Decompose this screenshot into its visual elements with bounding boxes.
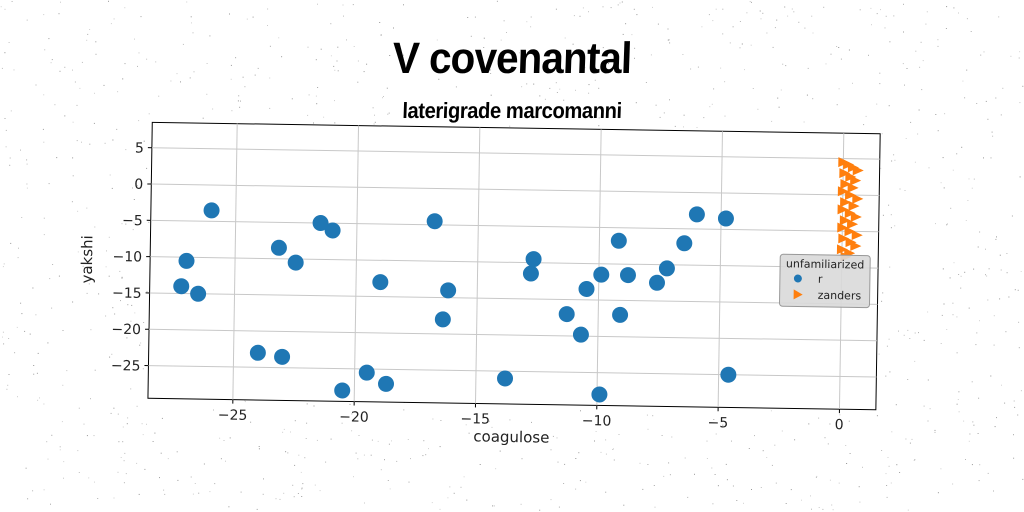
scatter-point-zanders [838,233,850,244]
scatter-point-r [378,375,395,392]
y-gridline [148,365,877,378]
y-tick-label: −15 [112,285,142,301]
scatter-point-zanders [850,240,862,251]
y-gridline [150,219,879,233]
scatter-point-r [312,215,329,232]
scatter-point-r [190,285,207,302]
y-gridline [151,147,880,160]
x-tick-label: −5 [707,415,728,431]
x-tick-label: −25 [218,407,248,423]
scatter-point-r [426,213,443,230]
scatter-point-r [648,274,665,291]
scatter-point-r [658,260,675,277]
legend-title: unfamiliarized [786,257,864,271]
scatter-point-zanders [840,178,852,189]
scatter-point-r [270,239,287,256]
y-axis-label: yakshi [78,235,97,284]
y-tick-label: −5 [122,213,143,229]
scatter-point-r [578,280,595,297]
grid [148,123,880,410]
y-gridline [150,256,879,269]
scatter-point-r [522,265,539,282]
y-tick-label: −10 [112,249,142,265]
y-gridline [149,292,878,305]
scatter-point-r [178,252,195,269]
scatter-point-zanders [847,182,859,193]
x-gridline [717,131,723,408]
y-tick-label: −25 [111,358,141,374]
scatter-point-zanders [840,197,852,208]
x-gridline [474,127,481,404]
legend-marker-zanders [793,289,803,300]
legend-label-r: r [818,273,823,286]
scatter-point-zanders [848,200,860,211]
scatter-point-r [287,254,304,271]
scatter-point-zanders [851,230,863,241]
scatter-point-r [676,235,693,252]
scatter-point-r [593,266,610,283]
y-tick-label: 0 [134,177,143,193]
scatter-point-r [203,202,220,219]
scatter-point-r [612,306,629,323]
scatter-point-r [324,222,341,239]
x-tick-label: −20 [339,409,369,425]
legend-items: r zanders [793,273,862,303]
x-tick-label: −10 [582,413,612,429]
scatter-point-r [558,306,575,323]
scatter-point-r [440,282,457,299]
scatter-point-r [619,267,636,284]
y-tick-label: −20 [111,322,141,338]
scatter-point-r [720,366,737,383]
scatter-point-zanders [836,244,848,255]
legend-label-zanders: zanders [818,289,862,303]
scatter-point-r [717,210,734,227]
scatter-point-zanders [845,189,857,200]
x-axis-label: coagulose [473,427,549,446]
scatter-point-r [591,386,608,403]
scatter-point-r [525,251,542,268]
scatter-point-zanders [837,204,849,215]
scatter-point-zanders [844,226,856,237]
scatter-point-r [497,370,514,387]
scatter-point-zanders [839,215,851,226]
legend-box [779,253,871,309]
legend-marker-r [793,274,802,283]
x-gridline [353,125,360,402]
y-gridline [149,328,877,342]
y-axis-ticks: 5 0 −5 −10 −15 −20 −25 [111,140,152,374]
scatter-point-zanders [846,219,859,230]
scatter-point-zanders [837,186,849,197]
scatter-point-r [434,311,451,328]
scatter-point-zanders [837,222,849,233]
scatter-point-zanders [852,165,864,176]
scatter-point-r [572,326,589,343]
scatter-point-r [249,344,266,361]
y-gridline [151,183,880,196]
scatter-point-r [334,382,351,399]
scatter-point-zanders [839,168,851,179]
data-points [173,157,864,403]
scatter-point-r [274,348,291,365]
y-tick-label: 5 [135,140,144,156]
scatter-point-r [610,232,627,249]
scatter-point-r [358,364,375,381]
x-gridline [232,123,238,400]
scatter-point-zanders [850,211,862,222]
scatter-point-zanders [852,193,864,204]
scatter-point-r [173,278,190,295]
legend: unfamiliarized r zanders [779,253,871,309]
x-tick-label: 0 [835,417,844,433]
scatter-point-zanders [850,175,862,186]
scatter-point-zanders [844,208,856,219]
scatter-point-r [688,206,705,223]
x-tick-label: −15 [460,411,490,427]
x-axis-ticks: −25 −20 −15 −10 −5 0 [218,399,844,433]
scatter-point-r [372,274,389,291]
